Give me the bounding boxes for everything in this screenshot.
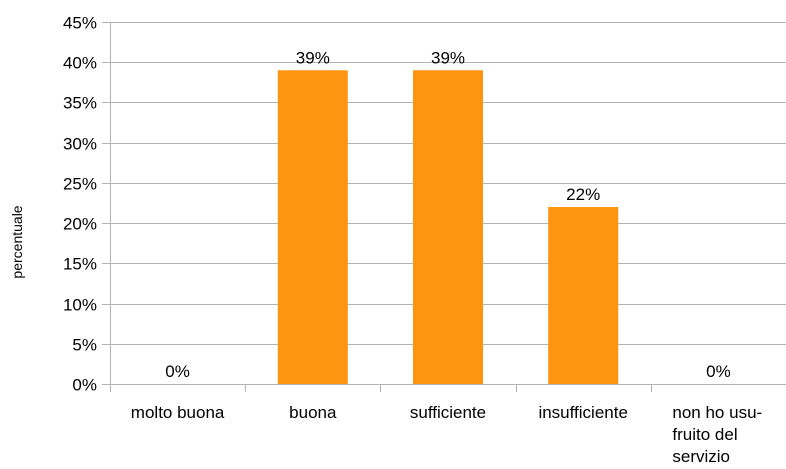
data-label: 0%: [706, 362, 731, 381]
bar: [548, 207, 619, 384]
y-tick-label: 45%: [63, 14, 97, 33]
x-tick-label: molto buona: [131, 403, 225, 422]
data-labels: 0% 39% 39% 22% 0%: [165, 48, 730, 381]
y-tick-label: 25%: [63, 175, 97, 194]
bars: [277, 70, 619, 385]
y-tick-label: 5%: [72, 336, 97, 355]
data-label: 39%: [431, 48, 465, 67]
x-tick-label: buona: [289, 403, 337, 422]
y-tick-label: 20%: [63, 215, 97, 234]
y-axis-title: percentuale: [9, 205, 25, 278]
bar: [413, 70, 483, 385]
y-tick-label: 15%: [63, 255, 97, 274]
y-tick-labels: 0% 5% 10% 15% 20% 25% 30% 35% 40% 45%: [63, 14, 97, 395]
x-tick-label: non ho usu-fruito del servizio: [672, 403, 762, 466]
bar: [277, 70, 348, 385]
y-tick-label: 30%: [63, 135, 97, 154]
x-tick-label: sufficiente: [410, 403, 486, 422]
axes: [110, 22, 652, 392]
data-label: 0%: [165, 362, 190, 381]
data-label: 22%: [566, 185, 600, 204]
x-tick-label: insufficiente: [538, 403, 627, 422]
x-tick-labels: molto buona buona sufficiente insufficiente…: [131, 403, 762, 466]
y-tick-label: 0%: [72, 376, 97, 395]
y-tick-label: 10%: [63, 296, 97, 315]
y-tick-label: 40%: [63, 54, 97, 73]
y-tick-label: 35%: [63, 94, 97, 113]
data-label: 39%: [296, 48, 330, 67]
